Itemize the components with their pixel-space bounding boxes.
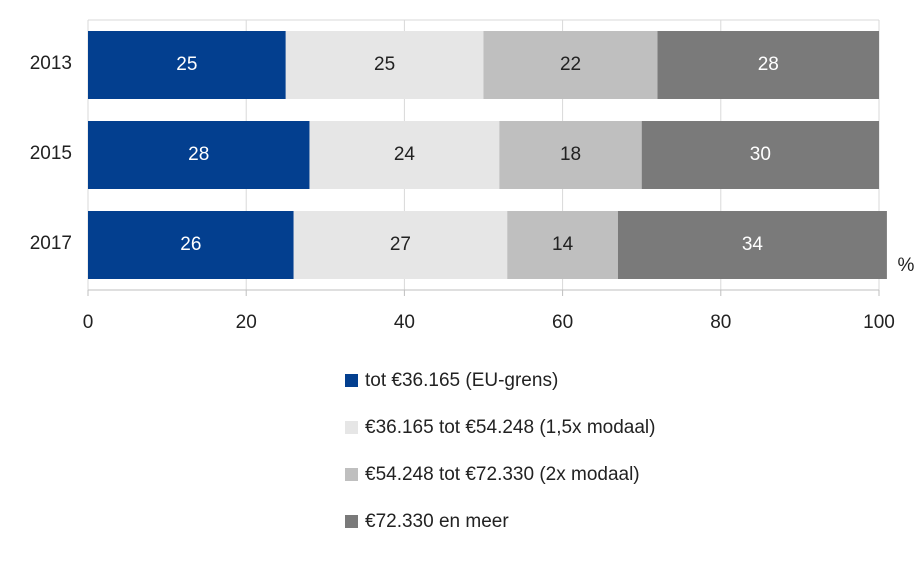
data-label: 34 — [742, 234, 764, 255]
data-label: 25 — [176, 54, 197, 75]
data-label: 26 — [180, 234, 201, 255]
bar-segment — [88, 211, 294, 279]
y-tick-label: 2015 — [30, 143, 72, 164]
bar-segment — [499, 121, 642, 189]
data-label: 24 — [394, 144, 416, 165]
bar-segment — [293, 211, 508, 279]
data-label: 28 — [188, 144, 209, 165]
y-tick-label: 2017 — [30, 233, 72, 254]
x-tick-label: 0 — [83, 312, 94, 333]
bar-segment — [507, 211, 618, 279]
legend-label: €54.248 tot €72.330 (2x modaal) — [365, 464, 640, 485]
legend-swatch — [345, 515, 358, 528]
x-unit-label: % — [898, 255, 915, 276]
legend-swatch — [345, 374, 358, 387]
legend-swatch — [345, 421, 358, 434]
bar-segment — [657, 31, 879, 99]
data-label: 27 — [390, 234, 411, 255]
bar-segment — [88, 31, 286, 99]
x-tick-label: 100 — [863, 312, 895, 333]
x-tick-label: 60 — [552, 312, 573, 333]
legend-swatch — [345, 468, 358, 481]
bar-segment — [641, 121, 879, 189]
x-tick-label: 20 — [236, 312, 257, 333]
legend-label: €72.330 en meer — [365, 511, 509, 532]
x-tick-label: 80 — [710, 312, 731, 333]
bar-segment — [88, 121, 310, 189]
data-label: 30 — [750, 144, 771, 165]
y-tick-label: 2013 — [30, 53, 72, 74]
data-label: 18 — [560, 144, 581, 165]
data-label: 14 — [552, 234, 574, 255]
data-label: 22 — [560, 54, 581, 75]
legend-label: €36.165 tot €54.248 (1,5x modaal) — [365, 417, 655, 438]
bar-segment — [309, 121, 500, 189]
bar-segment — [483, 31, 658, 99]
bar-segment — [285, 31, 484, 99]
data-label: 25 — [374, 54, 395, 75]
x-tick-label: 40 — [394, 312, 415, 333]
legend-label: tot €36.165 (EU-grens) — [365, 370, 558, 391]
bar-segment — [617, 211, 887, 279]
data-label: 28 — [758, 54, 779, 75]
